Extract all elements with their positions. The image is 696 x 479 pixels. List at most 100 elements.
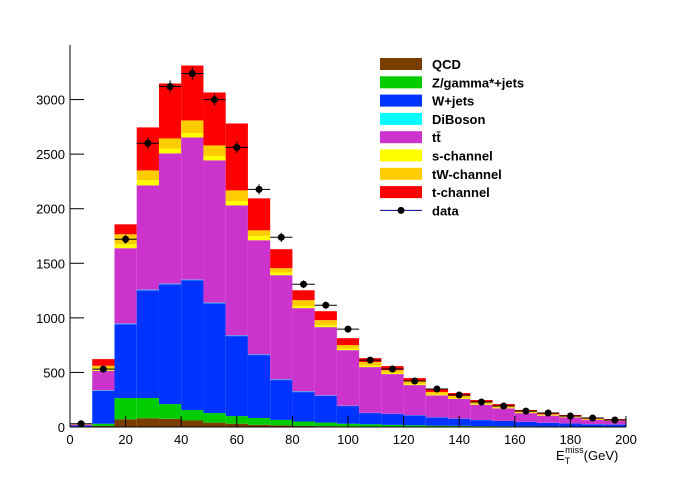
bar-segment — [203, 303, 225, 304]
legend-swatch — [380, 58, 422, 70]
bar-segment — [270, 380, 292, 381]
bar-segment — [226, 336, 248, 337]
data-point — [211, 96, 218, 103]
x-tick-label: 40 — [174, 432, 188, 447]
bar-segment — [315, 311, 337, 320]
bar-segment — [137, 185, 159, 289]
bar-segment — [292, 422, 314, 426]
bar-segment — [181, 120, 203, 133]
legend-label: tt̄ — [432, 130, 441, 145]
legend-marker — [398, 207, 405, 214]
x-tick-label: 20 — [118, 432, 132, 447]
bar-segment — [470, 405, 492, 420]
legend-label: W+jets — [432, 94, 474, 109]
bar-segment — [248, 355, 270, 418]
data-point — [433, 386, 440, 393]
bar-segment — [248, 236, 270, 240]
legend-swatch — [380, 186, 422, 198]
bar-segment — [270, 268, 292, 272]
bar-segment — [270, 272, 292, 275]
bar-segment — [181, 420, 203, 427]
bar-segment — [137, 398, 159, 418]
bar-segment — [292, 290, 314, 300]
bar-segment — [292, 306, 314, 308]
bar-segment — [203, 160, 225, 302]
bar-segment — [159, 153, 181, 283]
bar-segment — [292, 308, 314, 391]
data-point — [122, 236, 129, 243]
data-point — [233, 144, 240, 151]
bar-segment — [159, 404, 181, 419]
bar-segment — [315, 327, 337, 395]
x-axis-label: ETmiss(GeV) — [556, 445, 618, 466]
legend-swatch — [380, 76, 422, 88]
bar-segment — [114, 224, 136, 234]
data-point — [367, 357, 374, 364]
legend-label: tW-channel — [432, 167, 502, 182]
bar-segment — [426, 395, 448, 417]
bar-segment — [359, 367, 381, 413]
x-tick-label: 0 — [66, 432, 73, 447]
bar-segment — [292, 300, 314, 306]
data-point — [500, 403, 507, 410]
bar-segment — [203, 303, 225, 413]
bar-segment — [359, 413, 381, 424]
x-tick-label: 160 — [504, 432, 526, 447]
data-point — [100, 366, 107, 373]
bar-segment — [203, 145, 225, 156]
bar-segment — [203, 413, 225, 423]
bar-segment — [337, 349, 359, 351]
bar-segment — [381, 374, 403, 414]
x-label-sub: T — [565, 456, 571, 466]
data-point — [278, 234, 285, 241]
bar-segment — [537, 416, 559, 423]
bar-segment — [315, 320, 337, 325]
bar-segment — [337, 345, 359, 348]
bar-segment — [226, 205, 248, 335]
bar-segment — [92, 371, 114, 391]
bar-segment — [114, 244, 136, 248]
bar-segment — [270, 380, 292, 420]
data-point — [78, 420, 85, 427]
bar-segment — [515, 422, 537, 426]
x-tick-label: 60 — [230, 432, 244, 447]
bar-segment — [203, 156, 225, 160]
bar-segment — [92, 359, 114, 366]
legend-swatch — [380, 168, 422, 180]
y-tick-label: 500 — [43, 365, 65, 380]
x-label-unit: (GeV) — [584, 448, 619, 463]
bar-segment — [181, 280, 203, 410]
bar-segment — [493, 408, 515, 421]
data-point — [167, 83, 174, 90]
x-label-sup: miss — [565, 445, 584, 455]
bar-segment — [537, 423, 559, 427]
bar-segment — [181, 280, 203, 281]
legend-label: data — [432, 203, 460, 218]
bar-segment — [404, 415, 426, 425]
bar-segment — [292, 392, 314, 421]
bar-segment — [92, 391, 114, 424]
x-tick-label: 200 — [615, 432, 637, 447]
bar-segment — [404, 385, 426, 415]
x-tick-label: 100 — [337, 432, 359, 447]
data-point — [189, 70, 196, 77]
bar-segment — [270, 275, 292, 379]
x-tick-label: 80 — [285, 432, 299, 447]
y-tick-label: 0 — [58, 420, 65, 435]
legend-swatch — [380, 95, 422, 107]
data-point — [478, 399, 485, 406]
data-point — [345, 326, 352, 333]
bar-segment — [359, 424, 381, 426]
y-tick-label: 1500 — [36, 256, 65, 271]
legend-label: DiBoson — [432, 112, 486, 127]
bar-segment — [203, 423, 225, 427]
bar-segment — [381, 425, 403, 427]
bar-segment — [270, 420, 292, 425]
data-point — [389, 366, 396, 373]
bar-segment — [159, 419, 181, 427]
bar-segment — [381, 373, 403, 374]
bar-segment — [248, 418, 270, 425]
legend-label: s-channel — [432, 149, 493, 164]
y-tick-label: 2500 — [36, 147, 65, 162]
